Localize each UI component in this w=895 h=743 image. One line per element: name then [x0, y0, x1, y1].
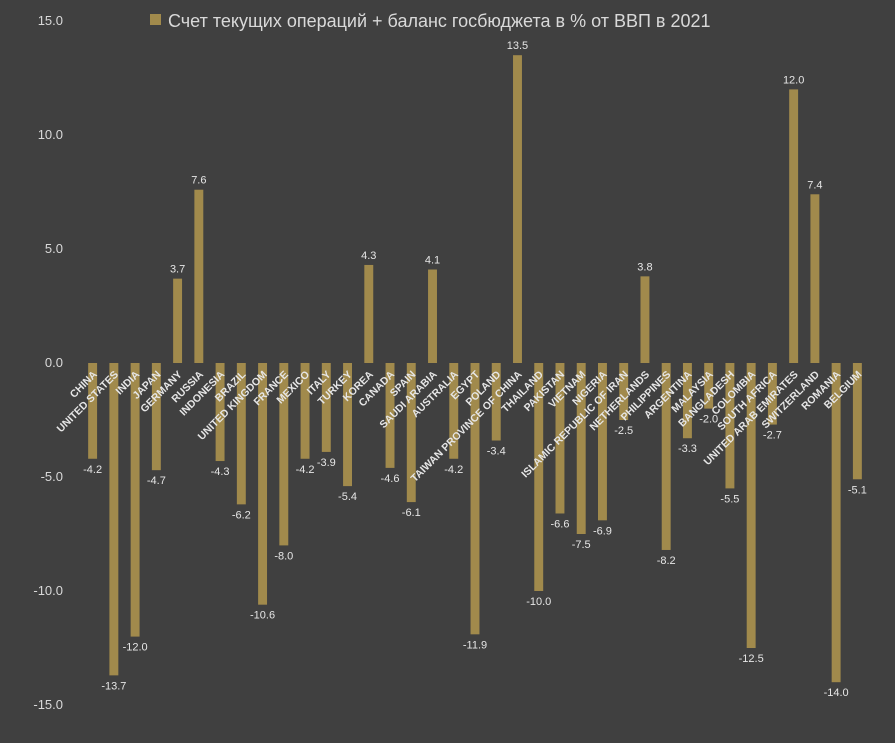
bar — [406, 363, 416, 503]
data-label: -3.9 — [317, 457, 336, 469]
data-label: -4.3 — [211, 466, 230, 478]
bar — [810, 194, 820, 363]
data-label: -2.7 — [763, 430, 782, 442]
bar — [534, 363, 544, 591]
bar — [364, 264, 374, 363]
bar — [173, 278, 183, 363]
data-label: -13.7 — [101, 680, 126, 692]
data-label: -5.1 — [848, 484, 867, 496]
bar — [130, 363, 140, 637]
data-label: -3.3 — [678, 443, 697, 455]
data-label: 7.4 — [807, 179, 822, 191]
data-label: -4.2 — [296, 464, 315, 476]
data-label: -2.5 — [614, 425, 633, 437]
legend: Счет текущих операций + баланс госбюджет… — [150, 11, 711, 31]
bar — [236, 363, 246, 505]
data-label: -5.5 — [720, 493, 739, 505]
bar — [385, 363, 395, 468]
bar — [470, 363, 480, 635]
legend-swatch — [150, 14, 161, 25]
y-tick-label: -15.0 — [33, 697, 63, 712]
y-tick-label: 15.0 — [38, 13, 63, 28]
y-tick-label: 10.0 — [38, 127, 63, 142]
data-label: 7.6 — [191, 175, 206, 187]
data-label: 3.7 — [170, 264, 185, 276]
data-label: -14.0 — [824, 687, 849, 699]
bar — [852, 363, 862, 480]
bar — [831, 363, 841, 683]
bar — [279, 363, 289, 546]
data-label: -4.7 — [147, 475, 166, 487]
bar — [215, 363, 225, 462]
bar — [321, 363, 331, 452]
data-label: 4.1 — [425, 255, 440, 267]
y-tick-label: -5.0 — [41, 469, 63, 484]
y-tick-label: -10.0 — [33, 583, 63, 598]
data-label: -6.9 — [593, 525, 612, 537]
data-label: 4.3 — [361, 250, 376, 262]
data-label: -12.0 — [123, 642, 148, 654]
data-label: -8.2 — [657, 555, 676, 567]
data-label: -4.2 — [83, 464, 102, 476]
bar — [258, 363, 268, 605]
bar — [619, 363, 629, 420]
y-tick-label: 5.0 — [45, 241, 63, 256]
data-label: -5.4 — [338, 491, 357, 503]
bar — [109, 363, 119, 676]
data-label: 3.8 — [637, 261, 652, 273]
bar — [194, 189, 204, 363]
bar — [88, 363, 98, 459]
data-label: -10.0 — [526, 596, 551, 608]
data-label: -7.5 — [572, 539, 591, 551]
bar — [767, 363, 777, 425]
data-label: -6.1 — [402, 507, 421, 519]
bar — [704, 363, 714, 409]
y-axis: -15.0 -10.0 -5.0 0.0 5.0 10.0 15.0 — [33, 13, 63, 712]
data-labels: -4.2 -13.7 -12.0 -4.7 3.7 7.6 -4.3 -6.2 -10.6 -8.… — [83, 40, 867, 699]
data-label: -3.4 — [487, 446, 506, 458]
bar — [725, 363, 735, 489]
data-label: -4.6 — [381, 473, 400, 485]
data-label: 13.5 — [507, 40, 528, 52]
data-label: -11.9 — [463, 639, 487, 651]
bar — [449, 363, 459, 459]
bar — [555, 363, 565, 514]
data-label: 12.0 — [783, 74, 804, 86]
data-label: -12.5 — [739, 653, 764, 665]
data-label: -2.0 — [699, 414, 718, 426]
data-label: -8.0 — [274, 550, 293, 562]
data-label: -6.2 — [232, 509, 251, 521]
bars — [88, 55, 862, 683]
bar — [640, 276, 650, 363]
data-label: -10.6 — [250, 610, 275, 622]
bar — [151, 363, 161, 471]
bar — [343, 363, 353, 487]
bar — [428, 269, 437, 363]
bar — [576, 363, 586, 534]
bar — [661, 363, 671, 550]
bar — [597, 363, 607, 521]
data-label: -6.6 — [550, 518, 569, 530]
data-label: -4.2 — [444, 464, 463, 476]
legend-label: Счет текущих операций + баланс госбюджет… — [168, 11, 711, 31]
bar — [513, 55, 522, 363]
bar — [682, 363, 692, 439]
bar — [746, 363, 756, 648]
bar — [789, 89, 799, 364]
bar — [300, 363, 310, 459]
y-tick-label: 0.0 — [45, 355, 63, 370]
bar — [491, 363, 501, 441]
